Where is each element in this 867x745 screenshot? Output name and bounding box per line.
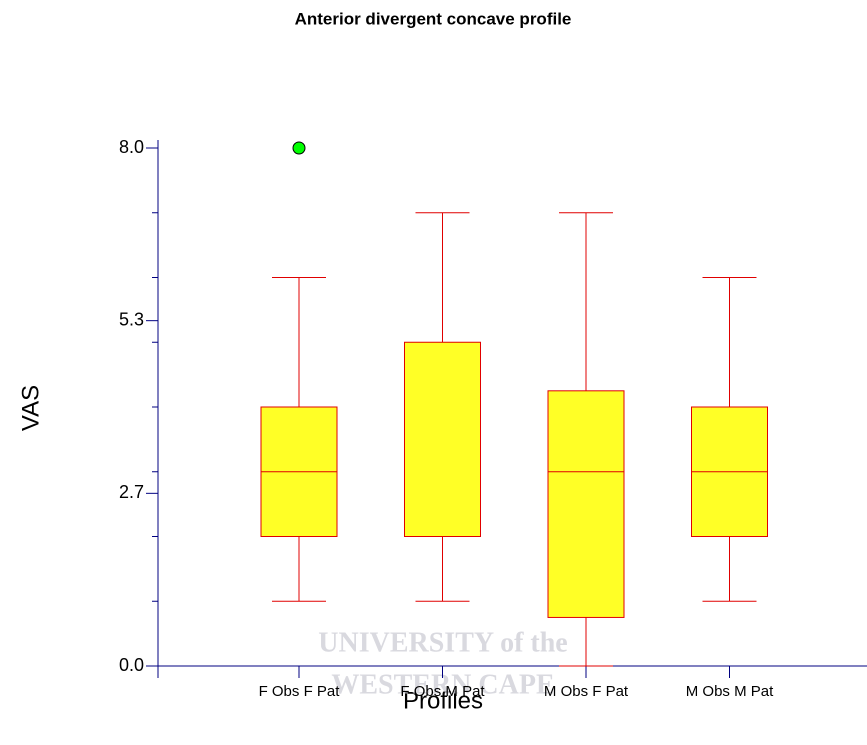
y-axis-label: VAS <box>17 385 44 431</box>
y-tick-label: 8.0 <box>119 137 144 157</box>
x-axis-label: Profiles <box>403 687 483 714</box>
box <box>547 390 625 618</box>
y-tick-label: 0.0 <box>119 655 144 675</box>
x-tick-label: M Obs F Pat <box>544 683 629 700</box>
chart-title: Anterior divergent concave profile <box>295 9 572 28</box>
flier <box>292 141 306 155</box>
x-tick-label: F Obs F Pat <box>259 683 341 700</box>
x-tick-label: M Obs M Pat <box>686 683 774 700</box>
box <box>404 341 481 537</box>
y-tick-label: 5.3 <box>119 309 144 329</box>
watermark: UNIVERSITY of the <box>318 627 567 658</box>
y-tick-label: 2.7 <box>119 482 144 502</box>
x-tick-label: F Obs M Pat <box>400 683 485 700</box>
